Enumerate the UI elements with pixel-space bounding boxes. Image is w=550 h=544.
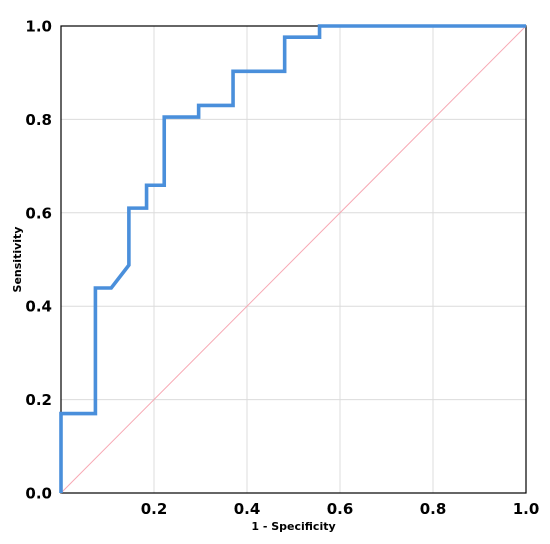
- roc-curve-line: [59, 24, 526, 493]
- reference-layer: [60, 25, 527, 494]
- y-tick-label: 0.8: [25, 111, 52, 129]
- x-axis-label: 1 - Specificity: [251, 520, 335, 533]
- y-axis-label: Sensitivity: [11, 227, 24, 293]
- y-tick-labels: 0.0 0.2 0.4 0.6 0.8 1.0: [25, 18, 52, 503]
- x-tick-label: 0.4: [234, 500, 261, 518]
- series-layer: [59, 24, 526, 493]
- grid-layer: [61, 26, 526, 493]
- y-tick-label: 0.4: [25, 298, 52, 316]
- y-tick-label: 0.0: [25, 485, 52, 503]
- x-tick-label: 0.8: [420, 500, 447, 518]
- x-tick-label: 1.0: [513, 500, 540, 518]
- y-tick-label: 1.0: [25, 18, 52, 36]
- x-tick-labels: 0.2 0.4 0.6 0.8 1.0: [141, 500, 540, 518]
- y-tick-label: 0.6: [25, 204, 52, 222]
- x-tick-label: 0.2: [141, 500, 168, 518]
- y-tick-label: 0.2: [25, 391, 52, 409]
- plot-frame: [60, 25, 527, 494]
- reference-diagonal-line: [60, 25, 527, 494]
- x-tick-label: 0.6: [327, 500, 354, 518]
